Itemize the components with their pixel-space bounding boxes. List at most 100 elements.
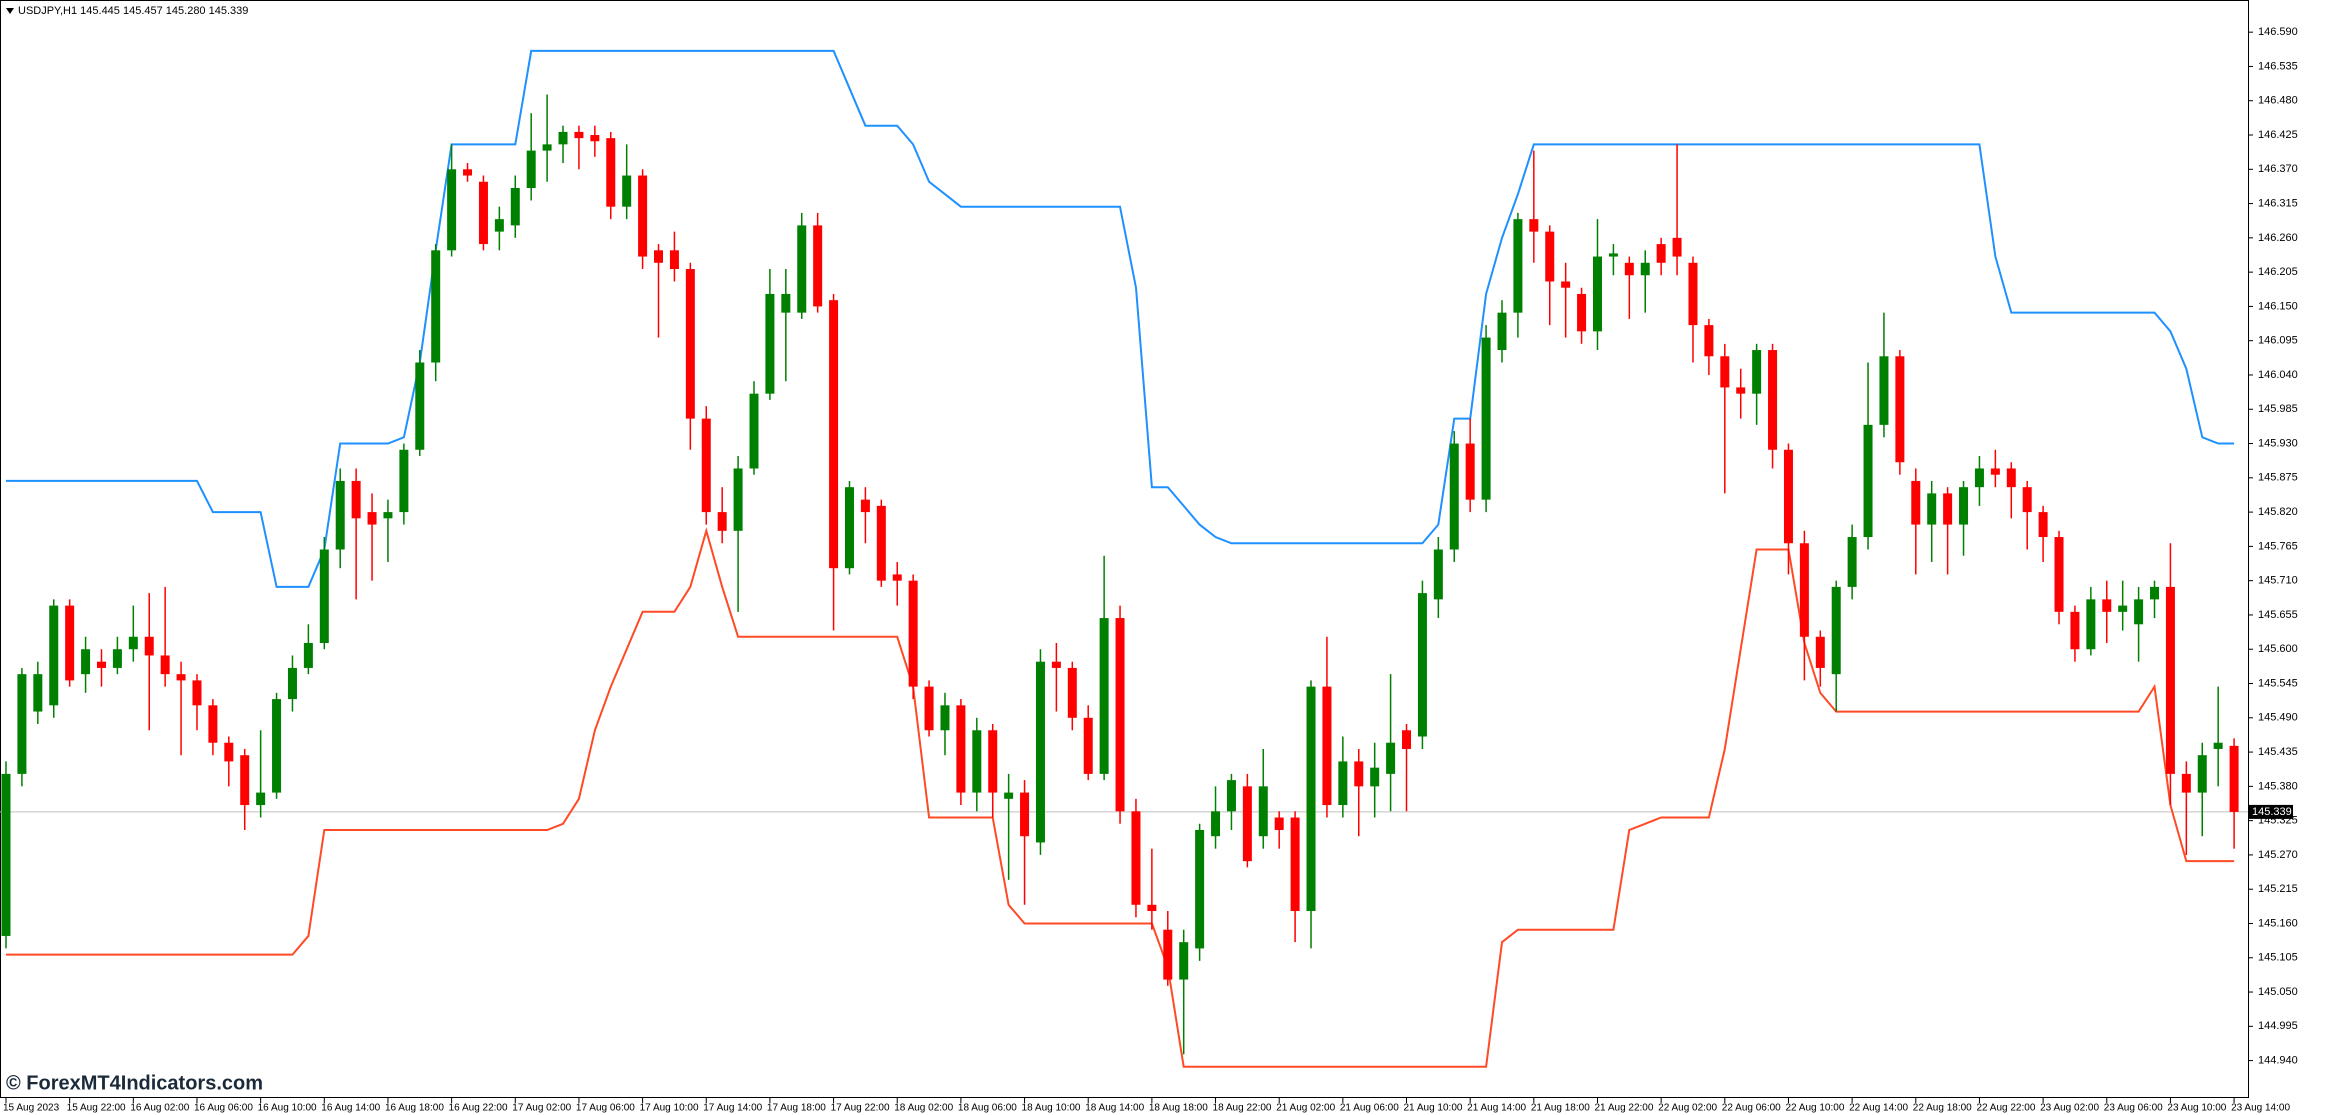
candle-body (1226, 780, 1236, 812)
candle-body (1752, 350, 1762, 394)
candle-body (192, 680, 202, 706)
candle-body (972, 730, 982, 793)
candle-body (272, 699, 282, 793)
y-tick-label: 146.150 (2258, 300, 2298, 312)
x-tick-label: 17 Aug 06:00 (576, 1103, 635, 1114)
candle-body (940, 705, 950, 731)
candle-body (494, 219, 504, 232)
x-tick-label: 16 Aug 02:00 (130, 1103, 189, 1114)
candle-body (1402, 730, 1412, 749)
candle-body (303, 642, 313, 668)
candle-body (2134, 599, 2144, 625)
candle-body (1783, 449, 1793, 544)
candle-body (1815, 636, 1825, 668)
candle-body (1258, 786, 1268, 837)
y-tick-label: 145.655 (2258, 609, 2298, 621)
candle-body (1083, 717, 1093, 774)
candle-body (1640, 262, 1650, 276)
y-tick-label: 146.480 (2258, 95, 2298, 107)
x-tick-label: 21 Aug 10:00 (1404, 1103, 1463, 1114)
candle-body (2150, 586, 2160, 600)
candle-body (1863, 424, 1873, 538)
candle-body (1990, 468, 2000, 475)
x-tick-label: 23 Aug 06:00 (2104, 1103, 2163, 1114)
candle-body (1529, 219, 1539, 232)
candle-body (1497, 312, 1507, 351)
candle-body (399, 449, 409, 513)
candle-body (478, 181, 488, 245)
candle-body (765, 293, 775, 394)
y-tick-label: 145.435 (2258, 746, 2298, 758)
candle-body (2038, 512, 2048, 538)
candle-body (256, 792, 266, 806)
candle-body (526, 150, 536, 188)
x-tick-label: 15 Aug 2023 (3, 1103, 60, 1114)
candle-body (1943, 493, 1953, 525)
candle-body (1688, 262, 1698, 326)
candle-body (1545, 231, 1555, 282)
x-tick-label: 18 Aug 22:00 (1213, 1103, 1272, 1114)
y-tick-label: 145.765 (2258, 540, 2298, 552)
candle-body (797, 225, 807, 313)
candle-body (1274, 817, 1284, 830)
x-tick-label: 18 Aug 14:00 (1085, 1103, 1144, 1114)
candle-body (685, 269, 695, 419)
price-label: 145.339 (2252, 806, 2292, 818)
candle-body (33, 674, 43, 712)
x-tick-label: 22 Aug 02:00 (1658, 1103, 1717, 1114)
candle-body (733, 468, 743, 531)
menu-icon[interactable] (6, 8, 14, 14)
candle-body (510, 187, 520, 226)
candle-body (112, 649, 122, 668)
candle-body (463, 169, 473, 176)
candle-body (1322, 686, 1332, 806)
x-tick-label: 18 Aug 10:00 (1022, 1103, 1081, 1114)
candle-body (669, 250, 679, 270)
channel-line (6, 49, 2235, 588)
x-tick-label: 17 Aug 14:00 (703, 1103, 762, 1114)
y-tick-label: 145.490 (2258, 712, 2298, 724)
candle-body (876, 505, 886, 581)
candle-body (654, 250, 664, 263)
candle-body (2165, 586, 2175, 774)
candle-body (622, 175, 632, 207)
candle-body (1720, 356, 1730, 388)
candle-body (558, 131, 568, 145)
y-tick-label: 146.370 (2258, 163, 2298, 175)
y-tick-label: 145.545 (2258, 677, 2298, 689)
candle-body (1035, 661, 1045, 843)
candle-body (176, 674, 186, 681)
candle-body (2070, 611, 2080, 650)
candle-body (574, 131, 584, 139)
candle-body (81, 649, 91, 675)
candle-body (590, 135, 600, 142)
candle-body (335, 480, 345, 550)
candle-body (988, 730, 998, 793)
x-tick-label: 22 Aug 06:00 (1722, 1103, 1781, 1114)
candle-body (1417, 593, 1427, 737)
candle-body (240, 755, 250, 806)
candle-body (2181, 773, 2191, 793)
y-tick-label: 146.040 (2258, 369, 2298, 381)
candle-body (2102, 599, 2112, 612)
price-label-box (2249, 804, 2293, 819)
x-tick-label: 21 Aug 14:00 (1467, 1103, 1526, 1114)
x-tick-label: 22 Aug 22:00 (1976, 1103, 2035, 1114)
candle-body (1354, 761, 1364, 787)
candle-body (49, 605, 59, 706)
candle-body (1306, 686, 1316, 912)
candle-body (2054, 537, 2064, 612)
x-tick-label: 22 Aug 14:00 (1849, 1103, 1908, 1114)
y-tick-label: 145.160 (2258, 917, 2298, 929)
candle-body (1974, 468, 1984, 488)
candle-body (96, 661, 106, 668)
candle-body (1290, 817, 1300, 912)
candle-body (1704, 325, 1714, 357)
candle-body (160, 655, 170, 675)
candle-body (892, 574, 902, 581)
y-tick-label: 145.380 (2258, 780, 2298, 792)
candle-body (1163, 929, 1173, 980)
x-tick-label: 16 Aug 14:00 (321, 1103, 380, 1114)
